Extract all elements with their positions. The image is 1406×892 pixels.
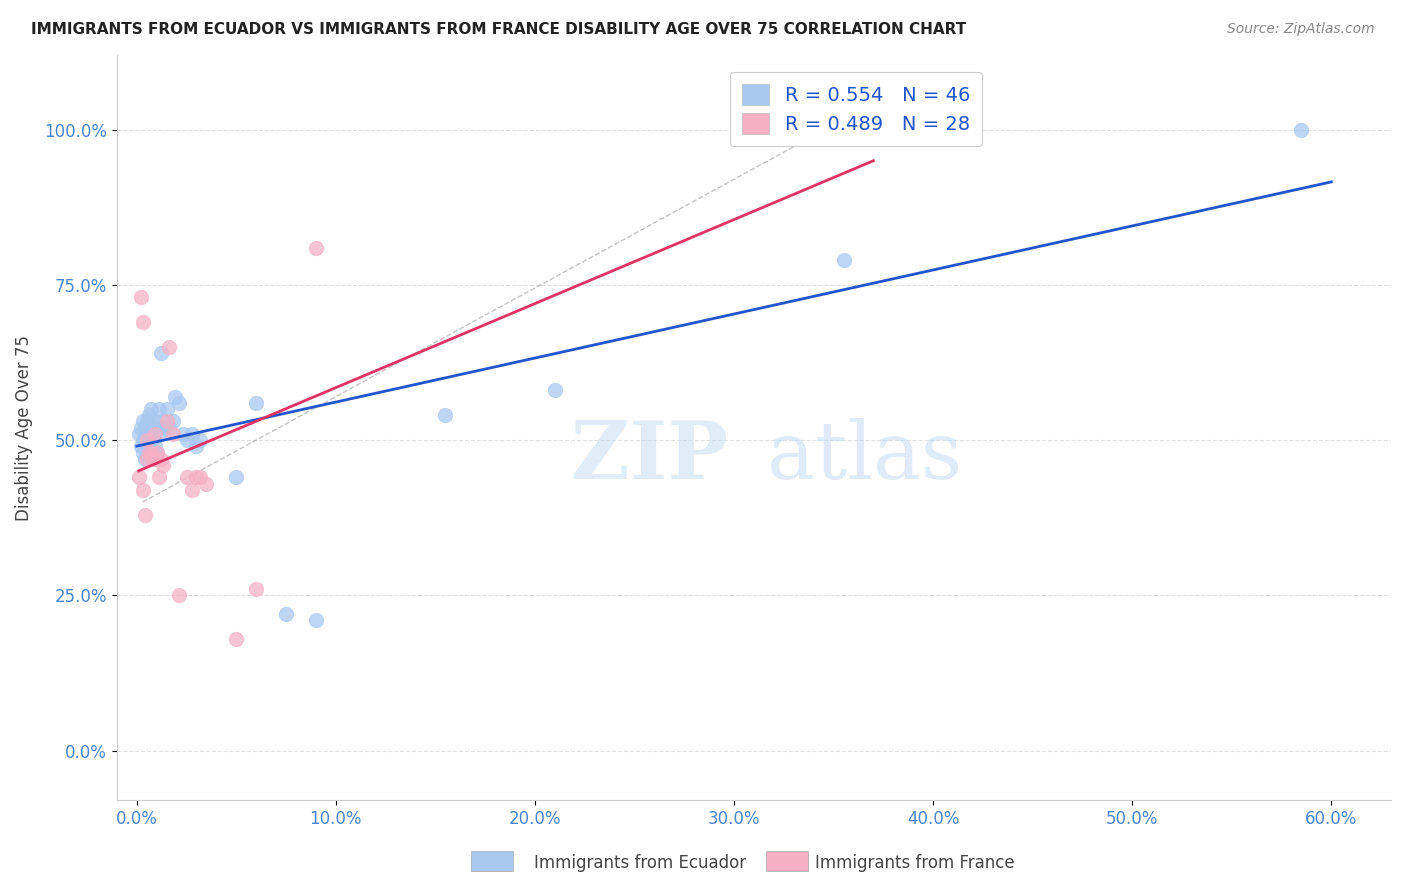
Text: ZIP: ZIP xyxy=(571,418,728,497)
Point xyxy=(134,508,156,522)
Point xyxy=(132,445,155,459)
Text: Immigrants from Ecuador: Immigrants from Ecuador xyxy=(534,855,747,872)
Point xyxy=(145,445,167,459)
Point xyxy=(138,445,160,459)
Point xyxy=(832,253,855,268)
Point xyxy=(135,414,157,428)
Y-axis label: Disability Age Over 75: Disability Age Over 75 xyxy=(15,334,32,521)
Point xyxy=(132,414,155,428)
Point xyxy=(434,409,457,423)
Point xyxy=(129,420,152,434)
Point xyxy=(149,451,172,466)
Point xyxy=(225,632,247,646)
Point xyxy=(245,582,267,596)
Point xyxy=(190,433,212,447)
Point xyxy=(139,402,162,417)
Point xyxy=(132,433,155,447)
Point xyxy=(305,613,328,627)
Point xyxy=(128,470,150,484)
Point xyxy=(186,439,208,453)
Point xyxy=(148,426,170,441)
Point xyxy=(157,420,180,434)
Point xyxy=(138,445,160,459)
Point xyxy=(167,588,190,602)
Point xyxy=(181,483,204,497)
Point xyxy=(132,315,155,329)
Point xyxy=(142,451,165,466)
Legend: R = 0.554   N = 46, R = 0.489   N = 28: R = 0.554 N = 46, R = 0.489 N = 28 xyxy=(730,72,981,145)
Point xyxy=(862,122,884,136)
Point xyxy=(148,402,170,417)
Point xyxy=(129,290,152,304)
Point xyxy=(225,470,247,484)
Point xyxy=(245,396,267,410)
Point xyxy=(142,426,165,441)
Point xyxy=(162,426,184,441)
Point xyxy=(143,439,166,453)
Point xyxy=(145,420,167,434)
Point xyxy=(172,426,194,441)
Point xyxy=(142,451,165,466)
Point xyxy=(145,445,167,459)
Point xyxy=(148,470,170,484)
Point xyxy=(143,414,166,428)
Point xyxy=(135,426,157,441)
Text: Immigrants from France: Immigrants from France xyxy=(815,855,1015,872)
Point xyxy=(163,390,186,404)
Point xyxy=(274,607,297,621)
Point xyxy=(153,420,176,434)
Point xyxy=(162,414,184,428)
Point xyxy=(132,483,155,497)
Point xyxy=(152,414,174,428)
Point xyxy=(155,402,177,417)
Point xyxy=(157,340,180,354)
Point xyxy=(138,409,160,423)
Text: atlas: atlas xyxy=(766,418,962,497)
Text: Source: ZipAtlas.com: Source: ZipAtlas.com xyxy=(1227,22,1375,37)
Point xyxy=(176,470,198,484)
Point xyxy=(305,241,328,255)
Point xyxy=(135,433,157,447)
Point xyxy=(139,445,162,459)
Point xyxy=(190,470,212,484)
Point xyxy=(139,420,162,434)
Point xyxy=(149,346,172,360)
Point xyxy=(134,433,156,447)
Point xyxy=(139,433,162,447)
Point xyxy=(134,451,156,466)
Point xyxy=(129,439,152,453)
Point xyxy=(155,414,177,428)
Point xyxy=(152,458,174,472)
Point xyxy=(167,396,190,410)
Point xyxy=(186,470,208,484)
Point xyxy=(1291,122,1313,136)
Point xyxy=(134,420,156,434)
Point xyxy=(195,476,218,491)
Point xyxy=(128,426,150,441)
Text: IMMIGRANTS FROM ECUADOR VS IMMIGRANTS FROM FRANCE DISABILITY AGE OVER 75 CORRELA: IMMIGRANTS FROM ECUADOR VS IMMIGRANTS FR… xyxy=(31,22,966,37)
Point xyxy=(135,451,157,466)
Point xyxy=(143,426,166,441)
Point xyxy=(176,433,198,447)
Point xyxy=(544,384,567,398)
Point xyxy=(135,439,157,453)
Point xyxy=(181,426,204,441)
